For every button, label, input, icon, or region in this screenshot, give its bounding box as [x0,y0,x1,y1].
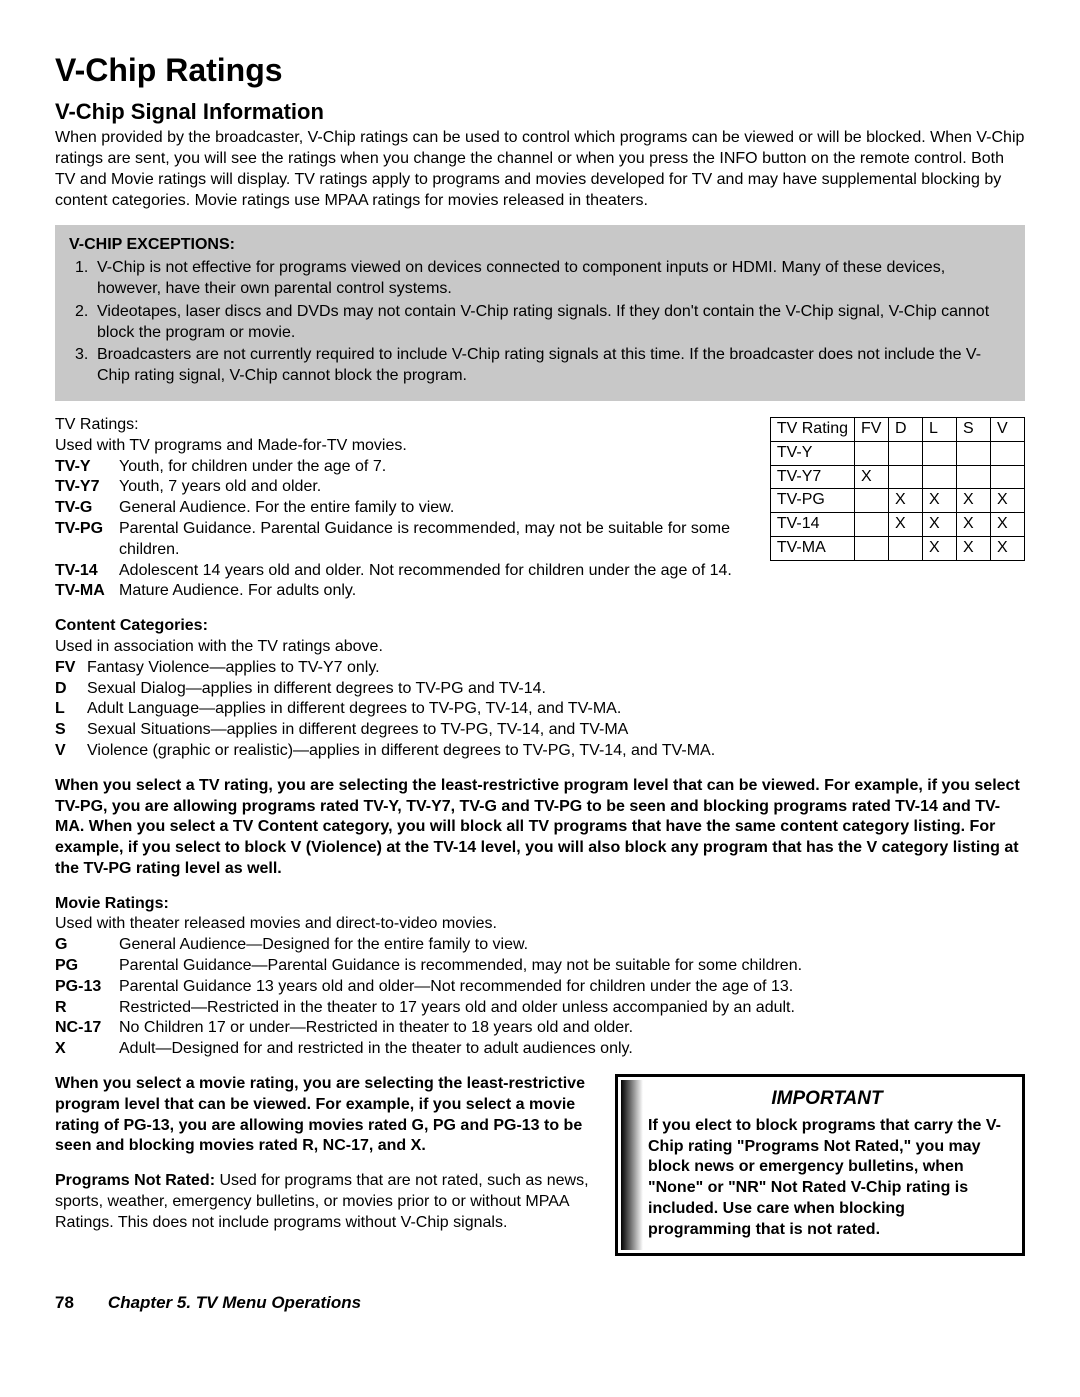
table-row: TV-Y7X [770,465,1024,489]
content-label: D [55,679,87,700]
content-categories-title: Content Categories: [55,616,1025,637]
table-row: TV-Y [770,441,1024,465]
movie-label: G [55,935,119,956]
exceptions-box: V-CHIP EXCEPTIONS: 1.V-Chip is not effec… [55,225,1025,401]
content-categories-sub: Used in association with the TV ratings … [55,637,1025,658]
movie-desc: No Children 17 or under—Restricted in th… [119,1018,1025,1039]
rating-desc: Parental Guidance. Parental Guidance is … [119,519,740,561]
programs-not-rated: Programs Not Rated: Used for programs th… [55,1171,591,1233]
movie-desc: Restricted—Restricted in the theater to … [119,998,1025,1019]
rating-desc: Mature Audience. For adults only. [119,581,740,602]
table-header: S [957,417,991,441]
movie-desc: Parental Guidance—Parental Guidance is r… [119,956,1025,977]
page-footer: 78 Chapter 5. TV Menu Operations [55,1292,1025,1314]
content-desc: Adult Language—applies in different degr… [87,699,1025,720]
table-row: TV-14XXXX [770,513,1024,537]
table-header: V [991,417,1025,441]
chapter-title: Chapter 5. TV Menu Operations [108,1292,361,1314]
ratings-table: TV Rating FV D L S V TV-Y TV-Y7X TV-PGXX… [770,417,1025,561]
movie-desc: General Audience—Designed for the entire… [119,935,1025,956]
section-subtitle: V-Chip Signal Information [55,98,1025,127]
rating-desc: Youth, 7 years old and older. [119,477,740,498]
exception-item: V-Chip is not effective for programs vie… [97,258,1011,300]
table-header: TV Rating [770,417,854,441]
movie-label: NC-17 [55,1018,119,1039]
tv-ratings-sub: Used with TV programs and Made-for-TV mo… [55,436,740,457]
content-label: L [55,699,87,720]
movie-label: PG-13 [55,977,119,998]
tv-ratings-header: TV Ratings: [55,415,740,436]
intro-paragraph: When provided by the broadcaster, V-Chip… [55,128,1025,211]
exceptions-title: V-CHIP EXCEPTIONS: [69,235,1011,256]
rating-label: TV-MA [55,581,119,602]
content-desc: Fantasy Violence—applies to TV-Y7 only. [87,658,1025,679]
exception-item: Broadcasters are not currently required … [97,345,1011,387]
content-desc: Sexual Dialog—applies in different degre… [87,679,1025,700]
content-desc: Violence (graphic or realistic)—applies … [87,741,1025,762]
tv-selection-note: When you select a TV rating, you are sel… [55,776,1025,880]
rating-label: TV-14 [55,561,119,582]
important-callout: IMPORTANT If you elect to block programs… [615,1074,1025,1255]
content-label: FV [55,658,87,679]
important-title: IMPORTANT [648,1087,1006,1112]
rating-desc: Adolescent 14 years old and older. Not r… [119,561,740,582]
movie-label: X [55,1039,119,1060]
content-label: V [55,741,87,762]
movie-label: R [55,998,119,1019]
page-number: 78 [55,1292,74,1314]
movie-selection-note: When you select a movie rating, you are … [55,1074,591,1157]
rating-label: TV-Y7 [55,477,119,498]
exception-item: Videotapes, laser discs and DVDs may not… [97,302,1011,344]
important-text: If you elect to block programs that carr… [648,1116,1006,1241]
movie-label: PG [55,956,119,977]
movie-ratings-title: Movie Ratings: [55,894,1025,915]
rating-label: TV-PG [55,519,119,561]
movie-desc: Adult—Designed for and restricted in the… [119,1039,1025,1060]
movie-desc: Parental Guidance 13 years old and older… [119,977,1025,998]
table-row: TV-MAXXX [770,536,1024,560]
rating-desc: General Audience. For the entire family … [119,498,740,519]
page-title: V-Chip Ratings [55,50,1025,92]
movie-ratings-sub: Used with theater released movies and di… [55,914,1025,935]
rating-desc: Youth, for children under the age of 7. [119,457,740,478]
rating-label: TV-G [55,498,119,519]
content-label: S [55,720,87,741]
table-header: L [923,417,957,441]
table-header: FV [855,417,889,441]
table-header: D [889,417,923,441]
table-row: TV-PGXXXX [770,489,1024,513]
exceptions-list: 1.V-Chip is not effective for programs v… [69,258,1011,387]
rating-label: TV-Y [55,457,119,478]
content-desc: Sexual Situations—applies in different d… [87,720,1025,741]
